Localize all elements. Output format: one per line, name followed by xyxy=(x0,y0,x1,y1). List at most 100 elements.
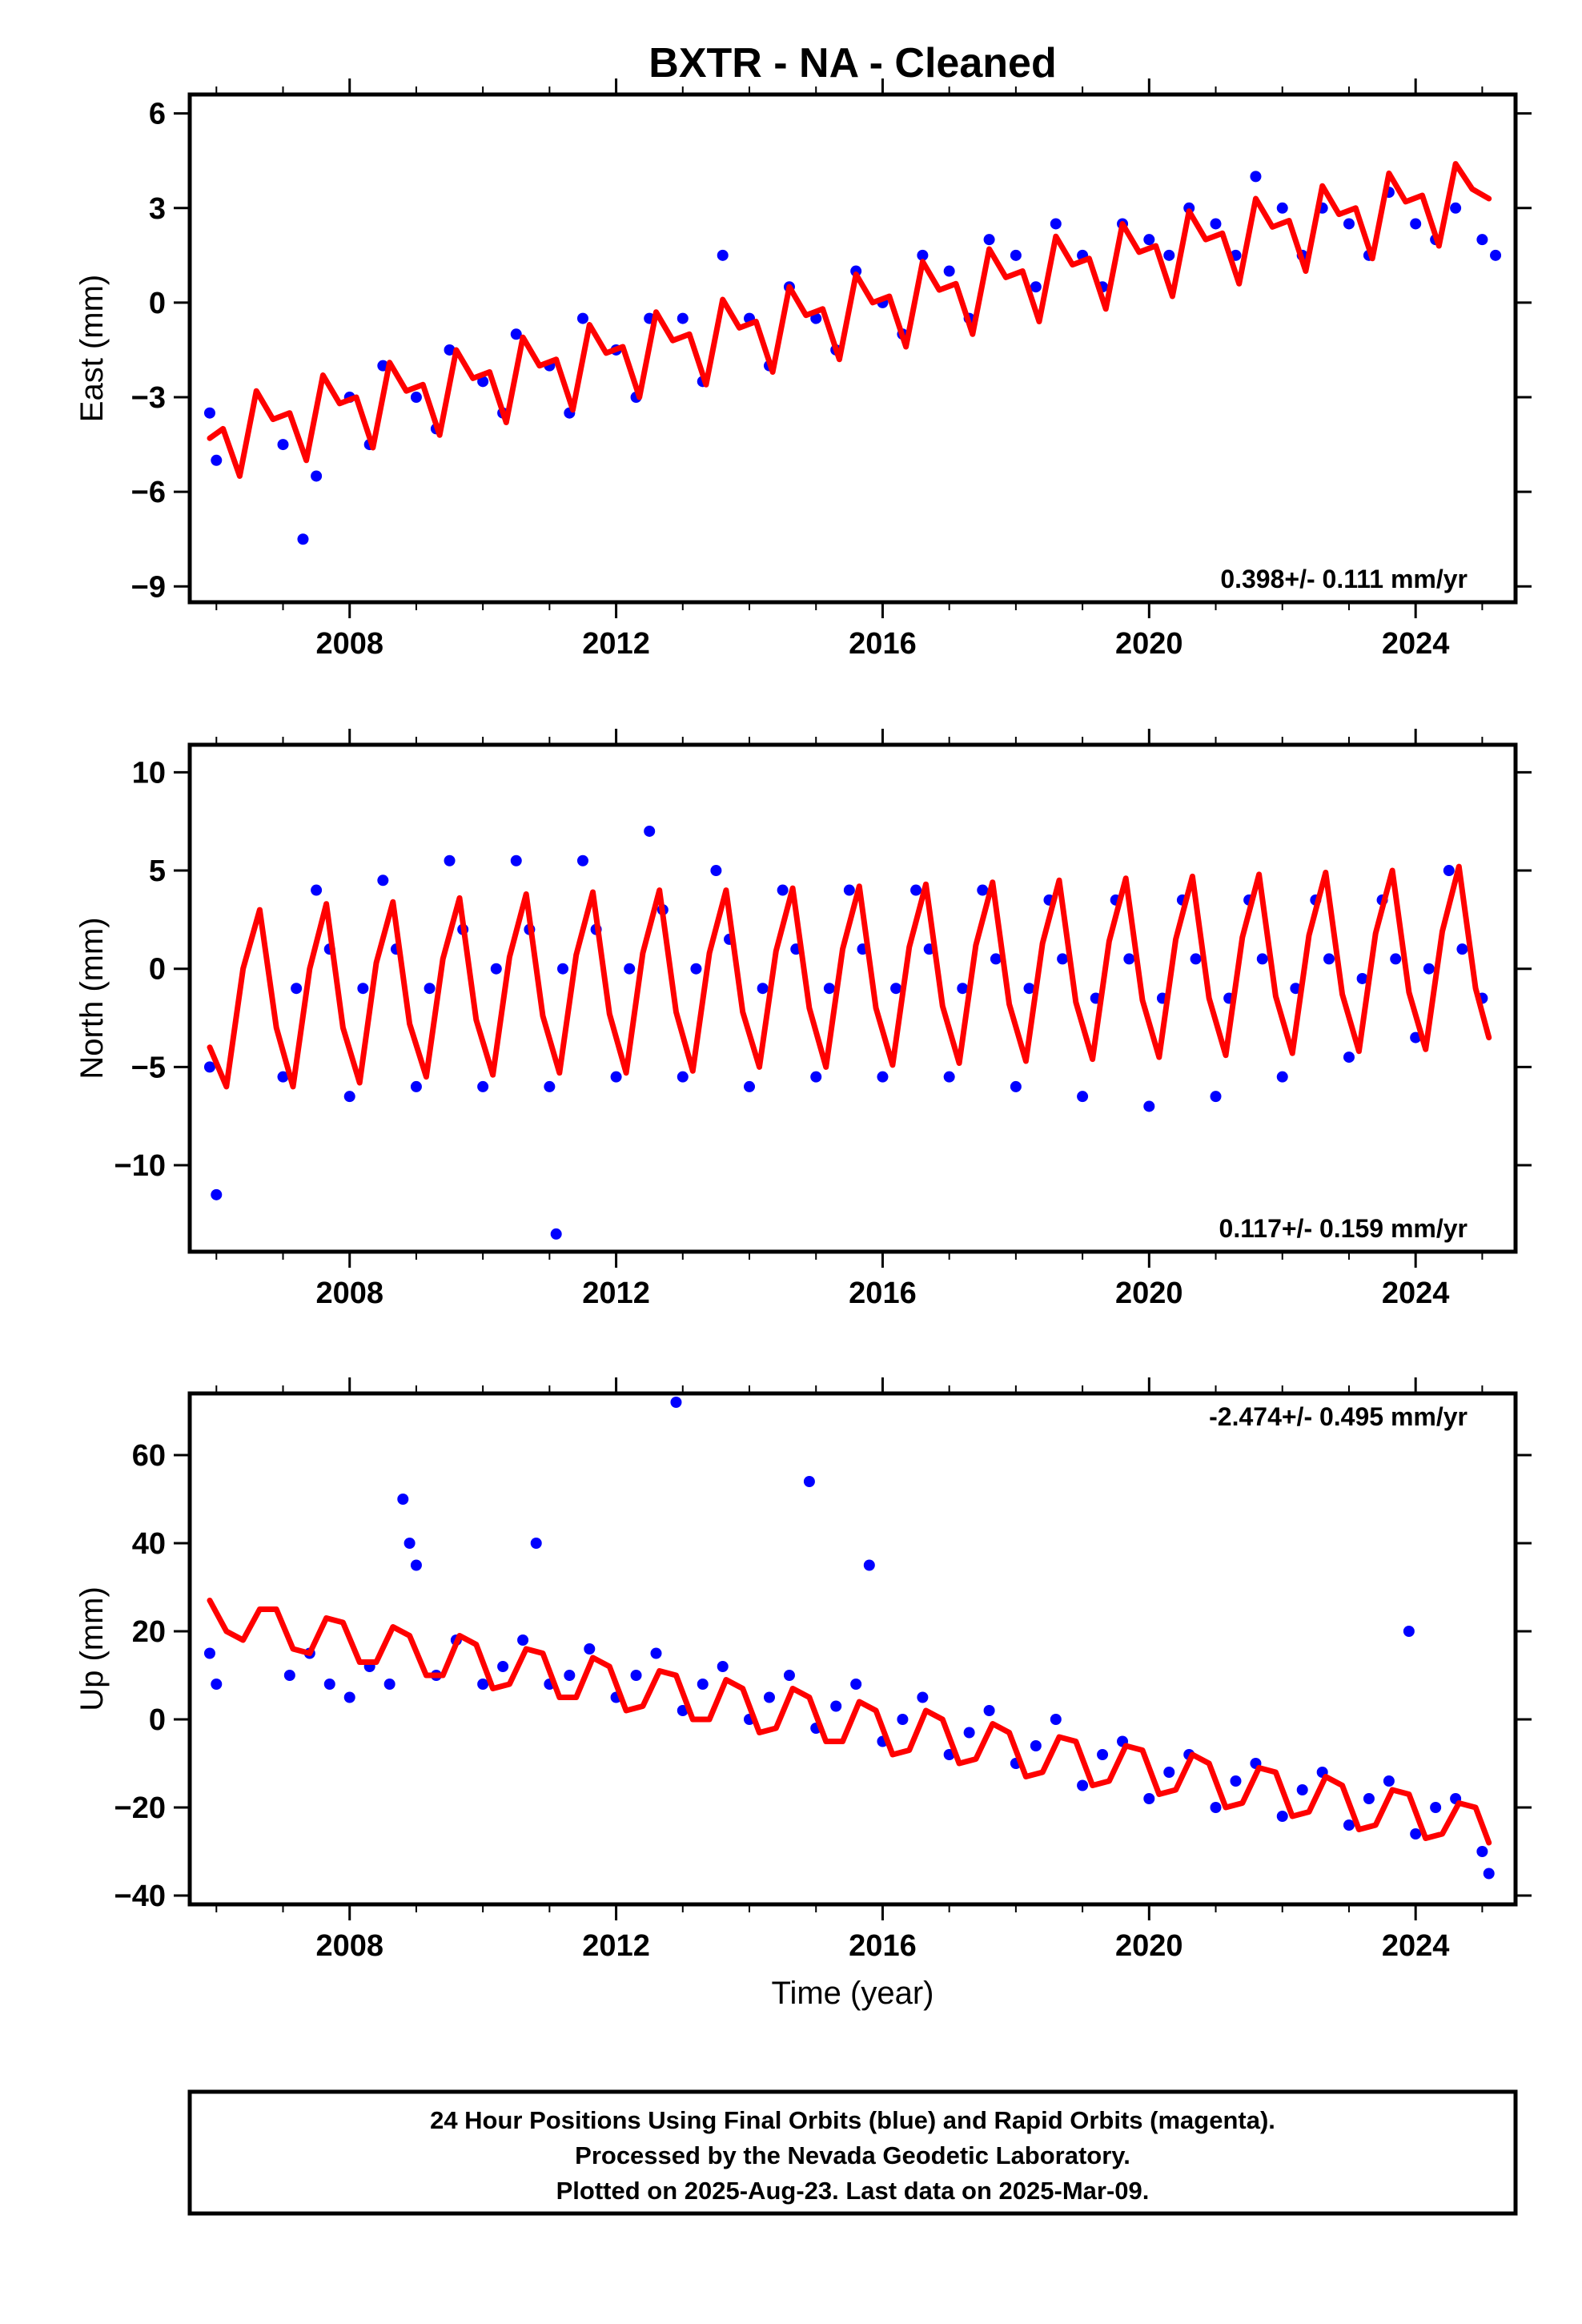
position-point xyxy=(897,1714,909,1725)
velocity-label: 0.398+/- 0.111 mm/yr xyxy=(1220,565,1468,593)
position-point xyxy=(710,865,722,877)
position-point xyxy=(311,884,323,896)
position-point xyxy=(843,884,855,896)
position-point xyxy=(957,983,969,995)
x-tick-label: 2008 xyxy=(315,1929,383,1963)
panel-1: 2008 2012 2016 2020 2024 6 3 0 −3 −6 −9 East (mm) 0.… xyxy=(74,78,1532,661)
position-point xyxy=(963,1727,975,1739)
position-point xyxy=(1256,953,1268,965)
position-point xyxy=(1343,1819,1355,1831)
position-point xyxy=(1296,1784,1308,1795)
position-point xyxy=(1143,234,1155,246)
position-point xyxy=(530,1538,542,1549)
position-point xyxy=(277,1071,289,1083)
position-point xyxy=(1383,1775,1395,1787)
y-tick-label: −20 xyxy=(114,1791,166,1825)
position-point xyxy=(1483,1868,1495,1880)
position-point xyxy=(576,312,588,324)
position-point xyxy=(444,344,456,356)
position-point xyxy=(977,884,989,896)
position-point xyxy=(1190,953,1202,965)
position-point xyxy=(697,1679,709,1690)
y-tick-label: −9 xyxy=(131,570,166,604)
position-point xyxy=(1430,1802,1442,1813)
position-point xyxy=(983,234,995,246)
position-point xyxy=(1023,983,1035,995)
position-point xyxy=(983,1705,995,1716)
position-point xyxy=(444,854,456,866)
footer-line-1: 24 Hour Positions Using Final Orbits (bl… xyxy=(430,2106,1275,2134)
y-tick-label: −5 xyxy=(131,1051,166,1084)
position-point xyxy=(410,1559,422,1571)
y-tick-label: 10 xyxy=(132,756,166,790)
position-point xyxy=(383,1679,396,1690)
position-point xyxy=(1450,202,1462,214)
position-point xyxy=(211,454,223,466)
position-point xyxy=(1276,1811,1288,1822)
x-tick-label: 2008 xyxy=(315,627,383,661)
panel-frame xyxy=(187,742,1518,1254)
position-point xyxy=(277,439,289,451)
position-point xyxy=(744,1080,756,1092)
panel-frame xyxy=(187,1391,1518,1907)
position-point xyxy=(1343,1051,1355,1063)
position-point xyxy=(917,249,929,261)
position-point xyxy=(803,1476,815,1487)
x-tick-label: 2024 xyxy=(1382,1277,1450,1310)
position-point xyxy=(1410,218,1422,230)
y-axis-title: Up (mm) xyxy=(74,1586,110,1711)
position-point xyxy=(1050,1714,1062,1725)
panel-2: 2008 2012 2016 2020 2024 10 5 0 −5 −10 North (mm) 0… xyxy=(74,729,1532,1310)
position-point xyxy=(1210,1091,1222,1103)
model-fit-line xyxy=(207,1598,1492,1846)
position-point xyxy=(830,1700,842,1712)
position-point xyxy=(990,953,1002,965)
position-point xyxy=(1210,218,1222,230)
x-tick-label: 2020 xyxy=(1115,1277,1183,1310)
position-point xyxy=(323,1679,335,1690)
position-point xyxy=(1476,234,1488,246)
x-tick-label: 2024 xyxy=(1382,627,1450,661)
position-point xyxy=(1010,1080,1022,1092)
position-point xyxy=(810,312,822,324)
x-tick-label: 2012 xyxy=(582,627,650,661)
footer-line-2: Processed by the Nevada Geodetic Laborat… xyxy=(575,2141,1130,2169)
position-point xyxy=(863,1559,875,1571)
position-point xyxy=(1077,1779,1089,1791)
y-axis-title: East (mm) xyxy=(74,275,110,422)
position-point xyxy=(404,1538,416,1549)
position-point xyxy=(690,963,702,975)
position-point xyxy=(343,1091,355,1103)
position-point xyxy=(397,1494,409,1505)
position-point xyxy=(1143,1793,1155,1804)
position-point xyxy=(610,1071,622,1083)
position-point xyxy=(477,1679,489,1690)
x-tick-label: 2016 xyxy=(849,627,917,661)
panel-frame xyxy=(187,92,1518,605)
x-tick-label: 2016 xyxy=(849,1929,917,1963)
y-axis-title: North (mm) xyxy=(74,917,110,1079)
position-point xyxy=(490,963,502,975)
position-point xyxy=(477,1080,489,1092)
position-point xyxy=(357,983,369,995)
position-point xyxy=(1476,1846,1488,1857)
plot-area xyxy=(203,1397,1495,1880)
position-point xyxy=(1143,1100,1155,1112)
y-tick-label: 0 xyxy=(149,287,166,320)
position-point xyxy=(1230,1775,1242,1787)
position-point xyxy=(557,963,569,975)
position-point xyxy=(1443,865,1455,877)
y-tick-label: 40 xyxy=(132,1527,166,1561)
position-point xyxy=(424,983,436,995)
model-fit-line xyxy=(207,863,1492,1090)
position-point xyxy=(943,1071,955,1083)
position-point xyxy=(1210,1802,1222,1813)
position-point xyxy=(1050,218,1062,230)
position-point xyxy=(1276,1071,1288,1083)
panels: 2008 2012 2016 2020 2024 6 3 0 −3 −6 −9 East (mm) 0.… xyxy=(74,78,1532,1963)
position-point xyxy=(1323,953,1335,965)
footer-frame xyxy=(187,2089,1518,2216)
y-tick-label: 3 xyxy=(149,192,166,226)
position-point xyxy=(1123,953,1135,965)
